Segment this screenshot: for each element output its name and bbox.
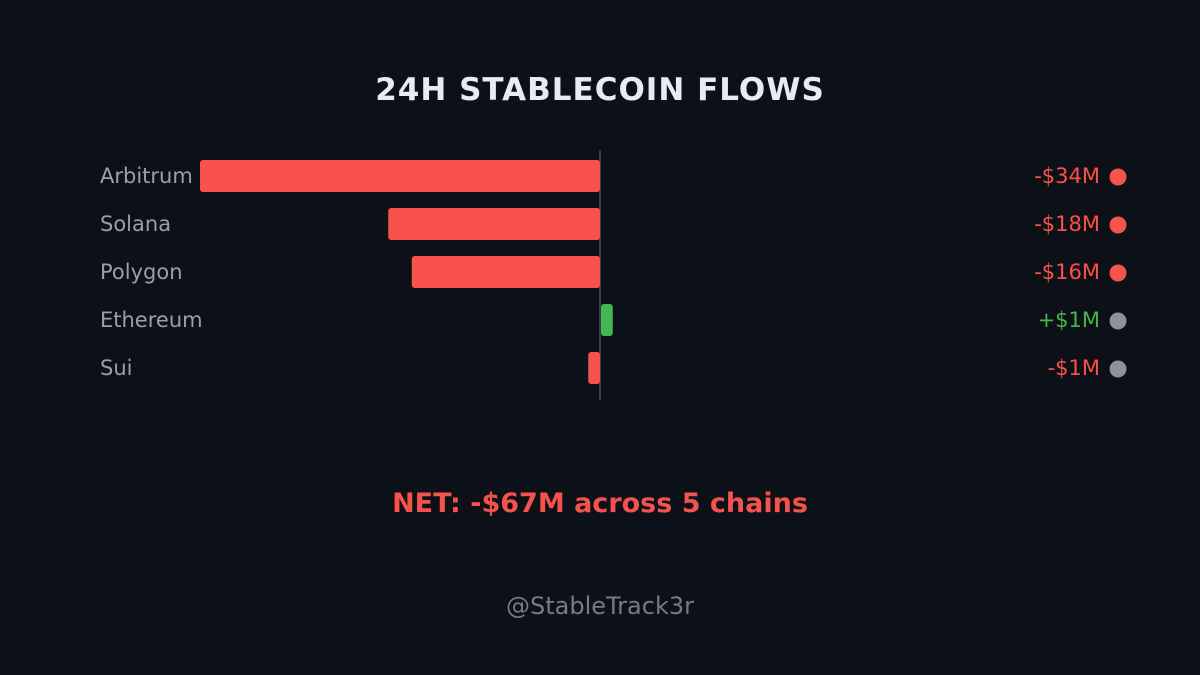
category-label-ethereum: Ethereum bbox=[100, 308, 203, 332]
bar-arbitrum bbox=[200, 160, 600, 192]
value-label-polygon: -$16M bbox=[1034, 260, 1100, 284]
net-summary: NET: -$67M across 5 chains bbox=[392, 488, 808, 519]
status-dot-polygon bbox=[1109, 264, 1127, 282]
bar-sui bbox=[588, 352, 600, 384]
status-dot-solana bbox=[1109, 216, 1127, 234]
author-handle: @StableTrack3r bbox=[506, 592, 694, 620]
value-label-sui: -$1M bbox=[1048, 356, 1100, 380]
value-label-arbitrum: -$34M bbox=[1034, 164, 1100, 188]
chart-title: 24H STABLECOIN FLOWS bbox=[375, 72, 825, 108]
status-dot-arbitrum bbox=[1109, 168, 1127, 186]
category-label-solana: Solana bbox=[100, 212, 171, 236]
category-label-polygon: Polygon bbox=[100, 260, 183, 284]
status-dot-sui bbox=[1109, 360, 1127, 378]
value-label-ethereum: +$1M bbox=[1038, 308, 1100, 332]
category-label-arbitrum: Arbitrum bbox=[100, 164, 193, 188]
bar-ethereum bbox=[601, 304, 613, 336]
status-dot-ethereum bbox=[1109, 312, 1127, 330]
bar-solana bbox=[388, 208, 600, 240]
bar-polygon bbox=[411, 256, 600, 288]
category-label-sui: Sui bbox=[100, 356, 132, 380]
value-label-solana: -$18M bbox=[1034, 212, 1100, 236]
